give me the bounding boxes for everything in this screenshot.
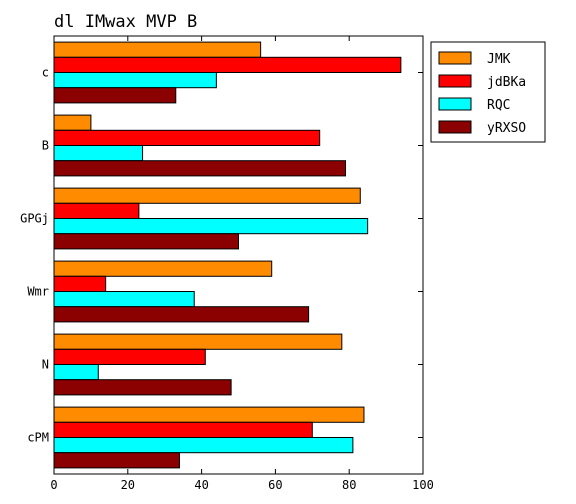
bar-RQC-Wmr <box>53 291 195 308</box>
bar-RQC-cPM <box>53 437 354 454</box>
x-axis: 0 20 40 60 80 100 <box>50 36 434 492</box>
bar-JMK-cPM <box>53 406 365 423</box>
legend-swatch-yRXSO <box>438 120 472 134</box>
bar-RQC-B <box>53 145 144 162</box>
bar-yRXSO-c <box>53 87 177 104</box>
x-tick-label: 40 <box>194 478 208 492</box>
y-tick-label: cPM <box>27 431 49 445</box>
bar-RQC-N <box>53 364 99 381</box>
bar-jdBKa-GPGj <box>53 202 140 220</box>
x-tick-label: 60 <box>268 478 282 492</box>
legend-label-yRXSO: yRXSO <box>487 121 526 136</box>
bar-yRXSO-B <box>53 160 347 177</box>
x-tick-label: 20 <box>121 478 135 492</box>
bar-yRXSO-Wmr <box>53 306 310 323</box>
legend-label-jdBKa: jdBKa <box>487 75 526 90</box>
x-tick-label: 0 <box>50 478 57 492</box>
bar-yRXSO-N <box>53 379 232 396</box>
legend-swatch-jdBKa <box>438 74 472 88</box>
plot-frame <box>53 35 424 475</box>
bar-JMK-B <box>53 114 92 131</box>
bar-jdBKa-Wmr <box>53 275 107 292</box>
y-tick-label: GPGj <box>20 212 49 226</box>
legend-label-RQC: RQC <box>487 98 510 113</box>
bar-RQC-GPGj <box>53 218 369 235</box>
y-tick-label: c <box>42 66 49 80</box>
x-tick-label: 80 <box>342 478 356 492</box>
bar-jdBKa-cPM <box>53 421 313 438</box>
y-tick-label: B <box>42 139 49 153</box>
bar-jdBKa-N <box>53 348 206 365</box>
x-tick-label: 100 <box>412 478 434 492</box>
chart-title: dl IMwax MVP B <box>54 12 197 32</box>
bar-JMK-GPGj <box>53 187 361 204</box>
y-tick-label: N <box>42 358 49 372</box>
bars-layer <box>53 41 402 469</box>
bar-jdBKa-c <box>53 56 402 73</box>
legend-swatch-RQC <box>438 97 472 111</box>
bar-JMK-N <box>53 333 343 350</box>
bar-jdBKa-B <box>53 129 321 147</box>
bar-yRXSO-GPGj <box>53 233 239 250</box>
bar-yRXSO-cPM <box>53 452 180 469</box>
bar-RQC-c <box>53 72 217 89</box>
bar-JMK-Wmr <box>53 260 273 277</box>
y-tick-label: Wmr <box>27 285 49 299</box>
legend: JMK jdBKa RQC yRXSO <box>430 41 546 143</box>
legend-label-JMK: JMK <box>487 52 511 67</box>
bar-JMK-c <box>53 41 262 58</box>
legend-swatch-JMK <box>438 51 472 65</box>
